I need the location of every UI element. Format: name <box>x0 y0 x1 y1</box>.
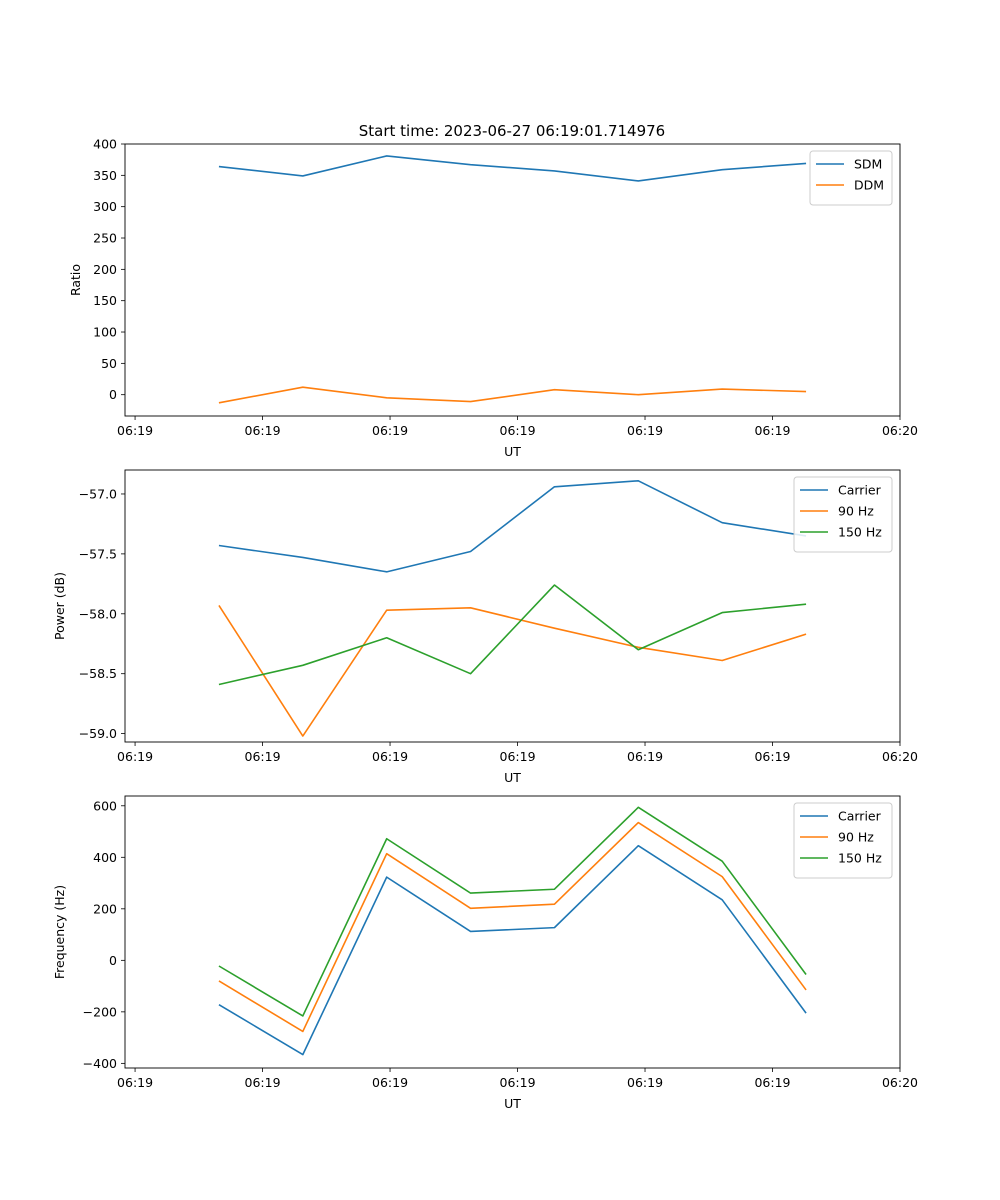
x-tick-label: 06:19 <box>372 749 408 764</box>
y-tick-label: 200 <box>93 901 117 916</box>
y-tick-label: 400 <box>93 850 117 865</box>
y-tick-label: −400 <box>83 1056 117 1071</box>
y-tick-label: −57.0 <box>79 486 117 501</box>
legend: Carrier 90 Hz 150 Hz <box>793 802 893 879</box>
x-tick-label: 06:19 <box>245 749 281 764</box>
y-tick-label: −57.5 <box>79 546 117 561</box>
y-tick-label: 150 <box>93 293 117 308</box>
y-tick-label: −58.0 <box>79 606 117 621</box>
legend-label: DDM <box>854 178 884 193</box>
legend-label: 150 Hz <box>838 525 882 540</box>
x-axis-label: UT <box>504 444 521 459</box>
legend: Carrier 90 Hz 150 Hz <box>793 476 893 553</box>
y-tick-label: 100 <box>93 325 117 340</box>
x-tick-label: 06:19 <box>627 1075 663 1090</box>
x-tick-label: 06:19 <box>117 1075 153 1090</box>
x-tick-label: 06:19 <box>754 1075 790 1090</box>
x-tick-label: 06:19 <box>500 1075 536 1090</box>
x-tick-label: 06:19 <box>627 423 663 438</box>
x-tick-label: 06:19 <box>500 749 536 764</box>
x-tick-label: 06:19 <box>117 749 153 764</box>
legend-label: SDM <box>854 157 882 172</box>
legend-label: Carrier <box>838 483 882 498</box>
x-tick-label: 06:19 <box>627 749 663 764</box>
x-tick-label: 06:20 <box>882 423 918 438</box>
y-tick-label: 50 <box>101 356 117 371</box>
x-tick-label: 06:19 <box>372 423 408 438</box>
y-tick-label: 200 <box>93 262 117 277</box>
y-tick-label: 350 <box>93 168 117 183</box>
legend-label: Carrier <box>838 809 882 824</box>
series-line-carrier <box>218 479 807 573</box>
y-tick-label: 250 <box>93 231 117 246</box>
chart-2: 06:19 06:19 06:19 06:19 06:19 06:19 06:20 −59.0… <box>52 469 918 785</box>
chart-3: 06:19 06:19 06:19 06:19 06:19 06:19 06:20 −400 −… <box>52 795 918 1111</box>
series-line-90-hz <box>218 604 807 737</box>
y-tick-label: 0 <box>109 953 117 968</box>
x-tick-label: 06:19 <box>245 1075 281 1090</box>
plot-frame <box>124 469 901 743</box>
y-tick-label: −58.5 <box>79 666 117 681</box>
y-tick-label: −200 <box>83 1004 117 1019</box>
series-line-sdm <box>218 155 807 182</box>
y-tick-label: 600 <box>93 798 117 813</box>
x-tick-label: 06:19 <box>754 423 790 438</box>
legend-box <box>793 476 893 553</box>
x-axis-label: UT <box>504 1096 521 1111</box>
legend-label: 90 Hz <box>838 504 874 519</box>
legend-label: 90 Hz <box>838 830 874 845</box>
x-tick-label: 06:19 <box>372 1075 408 1090</box>
series-line-ddm <box>218 386 807 404</box>
series-line-90-hz <box>218 821 807 1033</box>
x-tick-label: 06:19 <box>117 423 153 438</box>
x-tick-label: 06:19 <box>245 423 281 438</box>
y-axis-label: Frequency (Hz) <box>52 885 67 979</box>
plot-frame <box>124 795 901 1069</box>
x-tick-label: 06:19 <box>754 749 790 764</box>
y-tick-label: 0 <box>109 387 117 402</box>
x-tick-label: 06:19 <box>500 423 536 438</box>
series-line-carrier <box>218 844 807 1056</box>
y-axis-label: Power (dB) <box>52 572 67 640</box>
chart-1: 06:19 06:19 06:19 06:19 06:19 06:19 06:20 0 50 10… <box>68 137 918 460</box>
y-tick-label: 400 <box>93 137 117 152</box>
y-tick-label: −59.0 <box>79 726 117 741</box>
figure-title: Start time: 2023-06-27 06:19:01.714976 <box>359 122 665 140</box>
plot-frame <box>124 143 901 417</box>
x-tick-label: 06:20 <box>882 749 918 764</box>
x-axis-label: UT <box>504 770 521 785</box>
legend-label: 150 Hz <box>838 851 882 866</box>
series-line-150-hz <box>218 584 807 686</box>
y-tick-label: 300 <box>93 199 117 214</box>
x-tick-label: 06:20 <box>882 1075 918 1090</box>
legend: SDM DDM <box>809 150 893 206</box>
legend-box <box>793 802 893 879</box>
series-line-150-hz <box>218 806 807 1017</box>
y-axis-label: Ratio <box>68 264 83 296</box>
